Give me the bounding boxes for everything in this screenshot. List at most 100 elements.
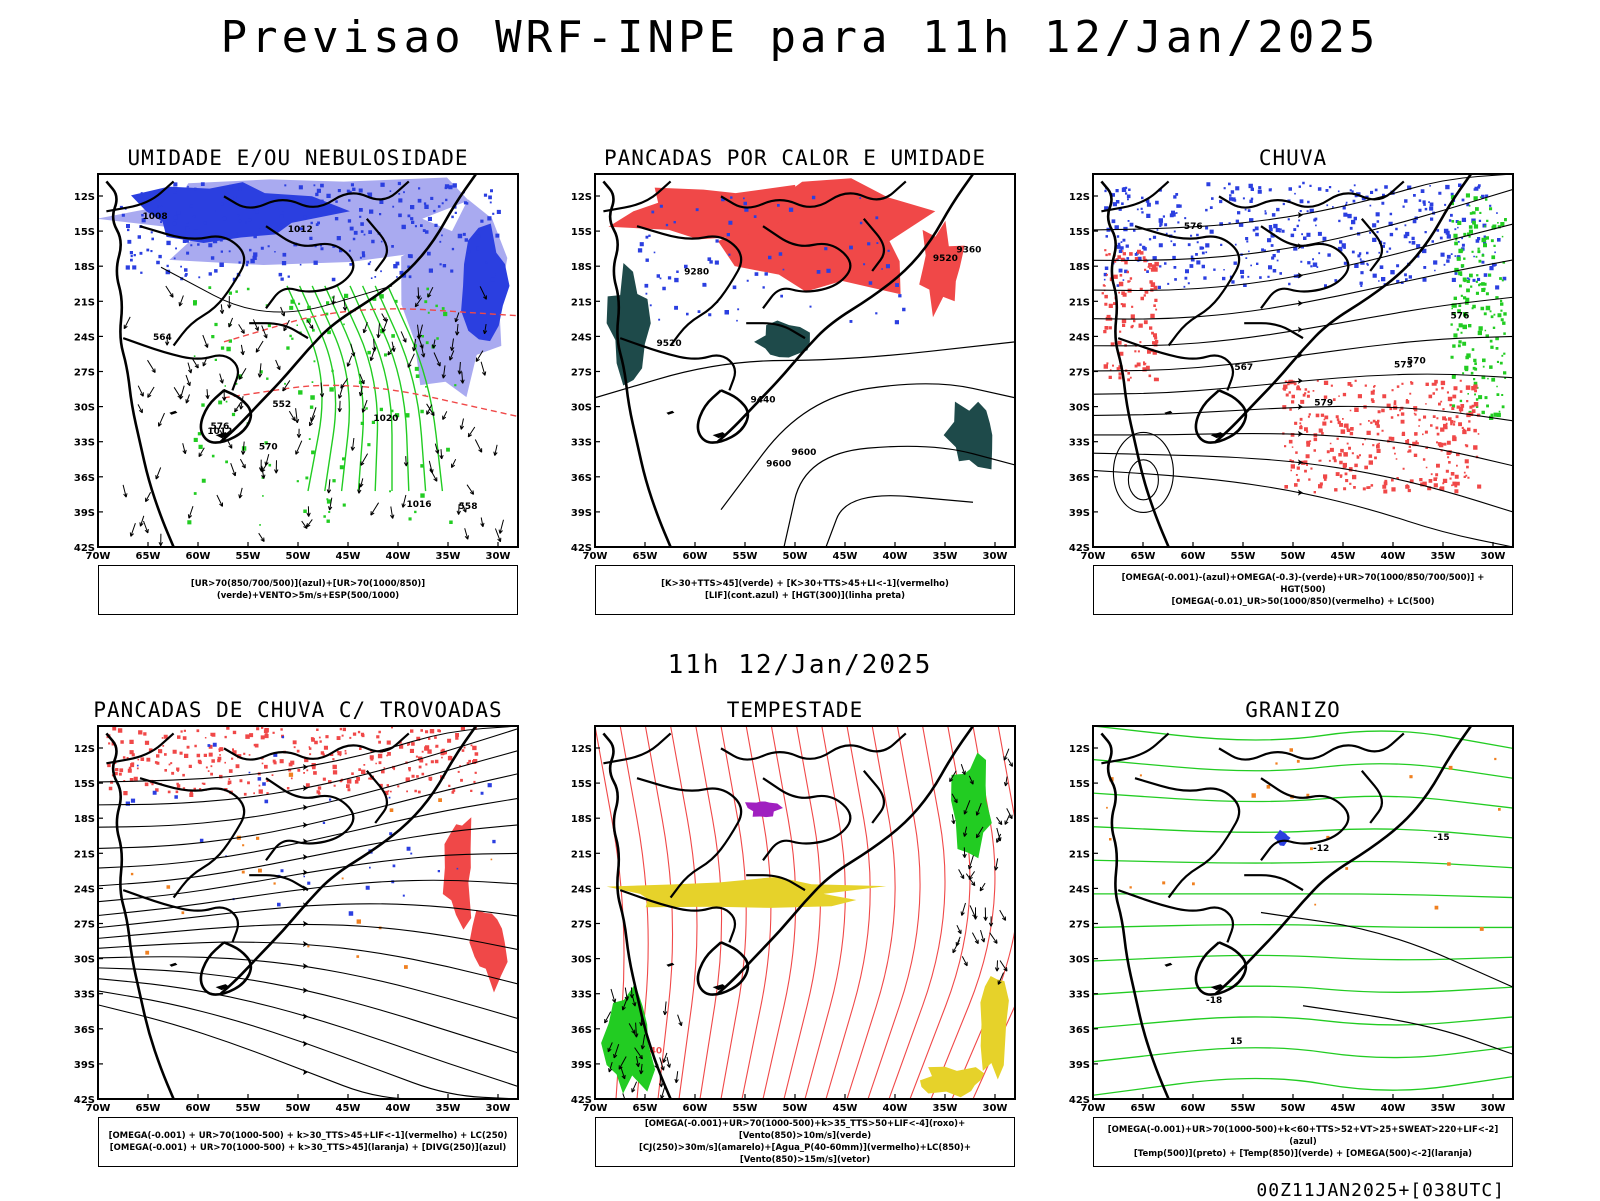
omega-humidity-red [1282,379,1482,494]
lon-label: 45W [833,551,858,562]
streamline-arrow [303,804,308,811]
lat-label: 36S [1069,1025,1090,1036]
uruguay-border [199,941,253,996]
map-background [1093,726,1513,1099]
panel-title: PANCADAS POR CALOR E UMIDADE [603,146,986,170]
lat-label: 33S [571,438,592,449]
map-frame [594,173,1016,548]
legend-line: [K>30+TTS>45](verde) + [K>30+TTS>45+LI<-… [661,579,949,589]
lon-label: 30W [1481,1103,1506,1114]
contour-label: 564 [153,333,172,343]
forecast-map: -12 -15 -18 15 12S 15S 18S 21S 24S 27S 30S 33S 36S 39… [1069,725,1514,1114]
lat-label: 12S [571,744,592,755]
lat-label: 12S [74,744,95,755]
lat-label: 24S [1069,332,1090,343]
paraguay-border [1134,225,1241,347]
contour-label: 576 [211,422,230,432]
streamline-arrow [1298,300,1303,307]
lon-label: 50W [1281,1103,1306,1114]
precipitable-water-contour [670,726,698,1099]
streamline [98,923,518,951]
contour-label: -12 [1313,844,1329,854]
atlantic-coastline [1213,726,1473,996]
argentina-border [1117,337,1235,391]
atlantic-coastline [715,726,975,996]
contour-label: 576 [1184,222,1203,232]
lat-label: 39S [1069,508,1090,519]
legend-line: [OMEGA(-0.001) + UR>70(1000-500) + k>30_… [109,1143,507,1153]
state-border-east [365,218,389,272]
streamline [98,978,518,1087]
contour-label: 1020 [373,414,398,424]
humidity-contour-green [374,285,427,492]
contour-label: -15 [1433,833,1449,843]
streamline [98,903,518,929]
lat-label: 30S [571,403,592,414]
state-border-north [1218,180,1405,209]
lon-label: 35W [436,551,461,562]
precipitable-water-contour [762,726,797,1099]
lake-mark [666,410,675,415]
lon-label: 50W [286,1103,311,1114]
map-frame [594,725,1016,1100]
lat-label: 33S [1069,438,1090,449]
streamline-arrow [303,822,308,829]
precipitable-water-contour [783,726,822,1099]
lon-label: 65W [136,551,161,562]
map-layers: 40 [595,726,1015,1099]
streamline-arrow [303,920,308,927]
lat-label: 18S [74,262,95,273]
precipitable-water-contour [741,726,772,1099]
lon-label: 60W [1181,551,1206,562]
wind-850-area [951,752,992,859]
lat-label: 15S [571,779,592,790]
bolivia-border [106,732,175,765]
andes-border-line [602,732,672,1099]
streamline [1093,259,1513,320]
streamline [98,824,518,887]
state-border-east [862,218,886,272]
contour-label: 1012 [207,427,232,437]
lon-label: 55W [236,551,261,562]
run-timestamp: 00Z11JAN2025+[038UTC] [1256,1180,1505,1201]
state-border-southeast [762,225,852,309]
legend-line: [OMEGA(-0.001)+UR>70(1000-500)+k>35_TTS>… [644,1119,966,1141]
lake-mark [1210,432,1225,439]
lat-label: 18S [571,262,592,273]
lon-label: 70W [1081,551,1106,562]
paraguay-border [636,777,743,899]
streamline-arrow [303,764,308,771]
contour-label: 558 [459,502,478,512]
state-border-southeast [1260,777,1350,861]
lake-mark [169,962,178,967]
lake-mark [712,432,727,439]
legend-line: [OMEGA(-0.01)_UR>50(1000/850)(vermelho) … [1171,597,1435,607]
lon-label: 30W [486,1103,511,1114]
streamline [1093,223,1513,292]
lon-label: 30W [486,551,511,562]
contour-label: 9520 [657,339,682,349]
lat-label: 27S [571,920,592,931]
humidity-contour-green [286,285,323,492]
contour-label: 40 [650,1047,663,1057]
contour-label: 9520 [933,254,958,264]
streamline [98,726,518,783]
paraguay-border [139,225,246,347]
state-border-north [720,180,907,209]
lat-label: 24S [571,884,592,895]
lat-label: 33S [74,990,95,1001]
panel-tempestade: TEMPESTADE 40 12S 15S 18S 21S 24S 27S 30S 33S 36S 3… [565,698,1025,1178]
map-background [98,726,518,1099]
lake-mark [215,984,230,991]
panel-title: TEMPESTADE [726,698,864,722]
lat-label: 30S [74,403,95,414]
lat-label: 30S [1069,955,1090,966]
humidity-contour-green [311,285,351,492]
map-frame [1092,173,1514,548]
lon-label: 45W [1331,551,1356,562]
lon-label: 50W [783,551,808,562]
panel-title: CHUVA [1258,146,1328,170]
lat-label: 42S [571,1095,592,1106]
map-layers: 9600 9520 9440 9360 9280 9520 9600 [595,174,1015,547]
